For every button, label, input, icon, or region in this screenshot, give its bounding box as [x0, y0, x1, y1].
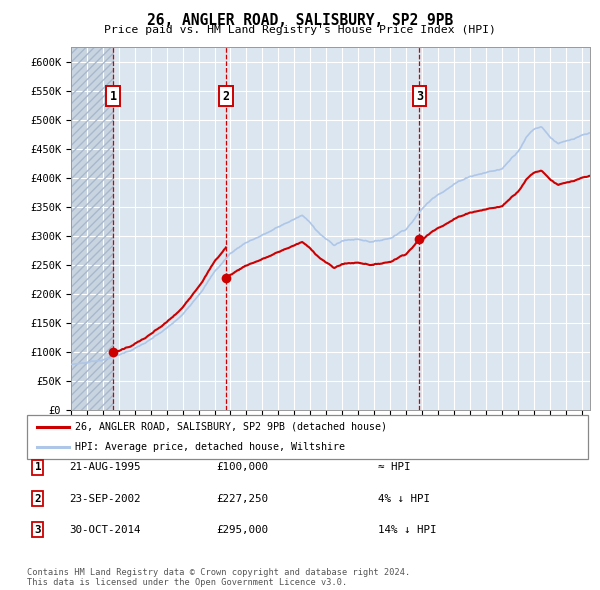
Text: Price paid vs. HM Land Registry's House Price Index (HPI): Price paid vs. HM Land Registry's House …	[104, 25, 496, 35]
Bar	[71, 47, 113, 410]
Text: 26, ANGLER ROAD, SALISBURY, SP2 9PB: 26, ANGLER ROAD, SALISBURY, SP2 9PB	[147, 13, 453, 28]
Text: 2: 2	[35, 494, 41, 503]
Text: 14% ↓ HPI: 14% ↓ HPI	[378, 525, 437, 535]
Bar	[71, 47, 113, 410]
Text: 4% ↓ HPI: 4% ↓ HPI	[378, 494, 430, 503]
Text: 26, ANGLER ROAD, SALISBURY, SP2 9PB (detached house): 26, ANGLER ROAD, SALISBURY, SP2 9PB (det…	[74, 422, 386, 432]
Text: 21-AUG-1995: 21-AUG-1995	[69, 463, 140, 472]
Text: 1: 1	[35, 463, 41, 472]
Text: 23-SEP-2002: 23-SEP-2002	[69, 494, 140, 503]
Text: ≈ HPI: ≈ HPI	[378, 463, 410, 472]
Text: 3: 3	[416, 90, 423, 103]
Text: 1: 1	[109, 90, 116, 103]
Text: £100,000: £100,000	[216, 463, 268, 472]
Text: 3: 3	[35, 525, 41, 535]
Text: £295,000: £295,000	[216, 525, 268, 535]
Text: Contains HM Land Registry data © Crown copyright and database right 2024.
This d: Contains HM Land Registry data © Crown c…	[27, 568, 410, 587]
Text: £227,250: £227,250	[216, 494, 268, 503]
Text: 2: 2	[223, 90, 230, 103]
FancyBboxPatch shape	[27, 415, 588, 459]
Text: 30-OCT-2014: 30-OCT-2014	[69, 525, 140, 535]
Text: HPI: Average price, detached house, Wiltshire: HPI: Average price, detached house, Wilt…	[74, 442, 344, 452]
